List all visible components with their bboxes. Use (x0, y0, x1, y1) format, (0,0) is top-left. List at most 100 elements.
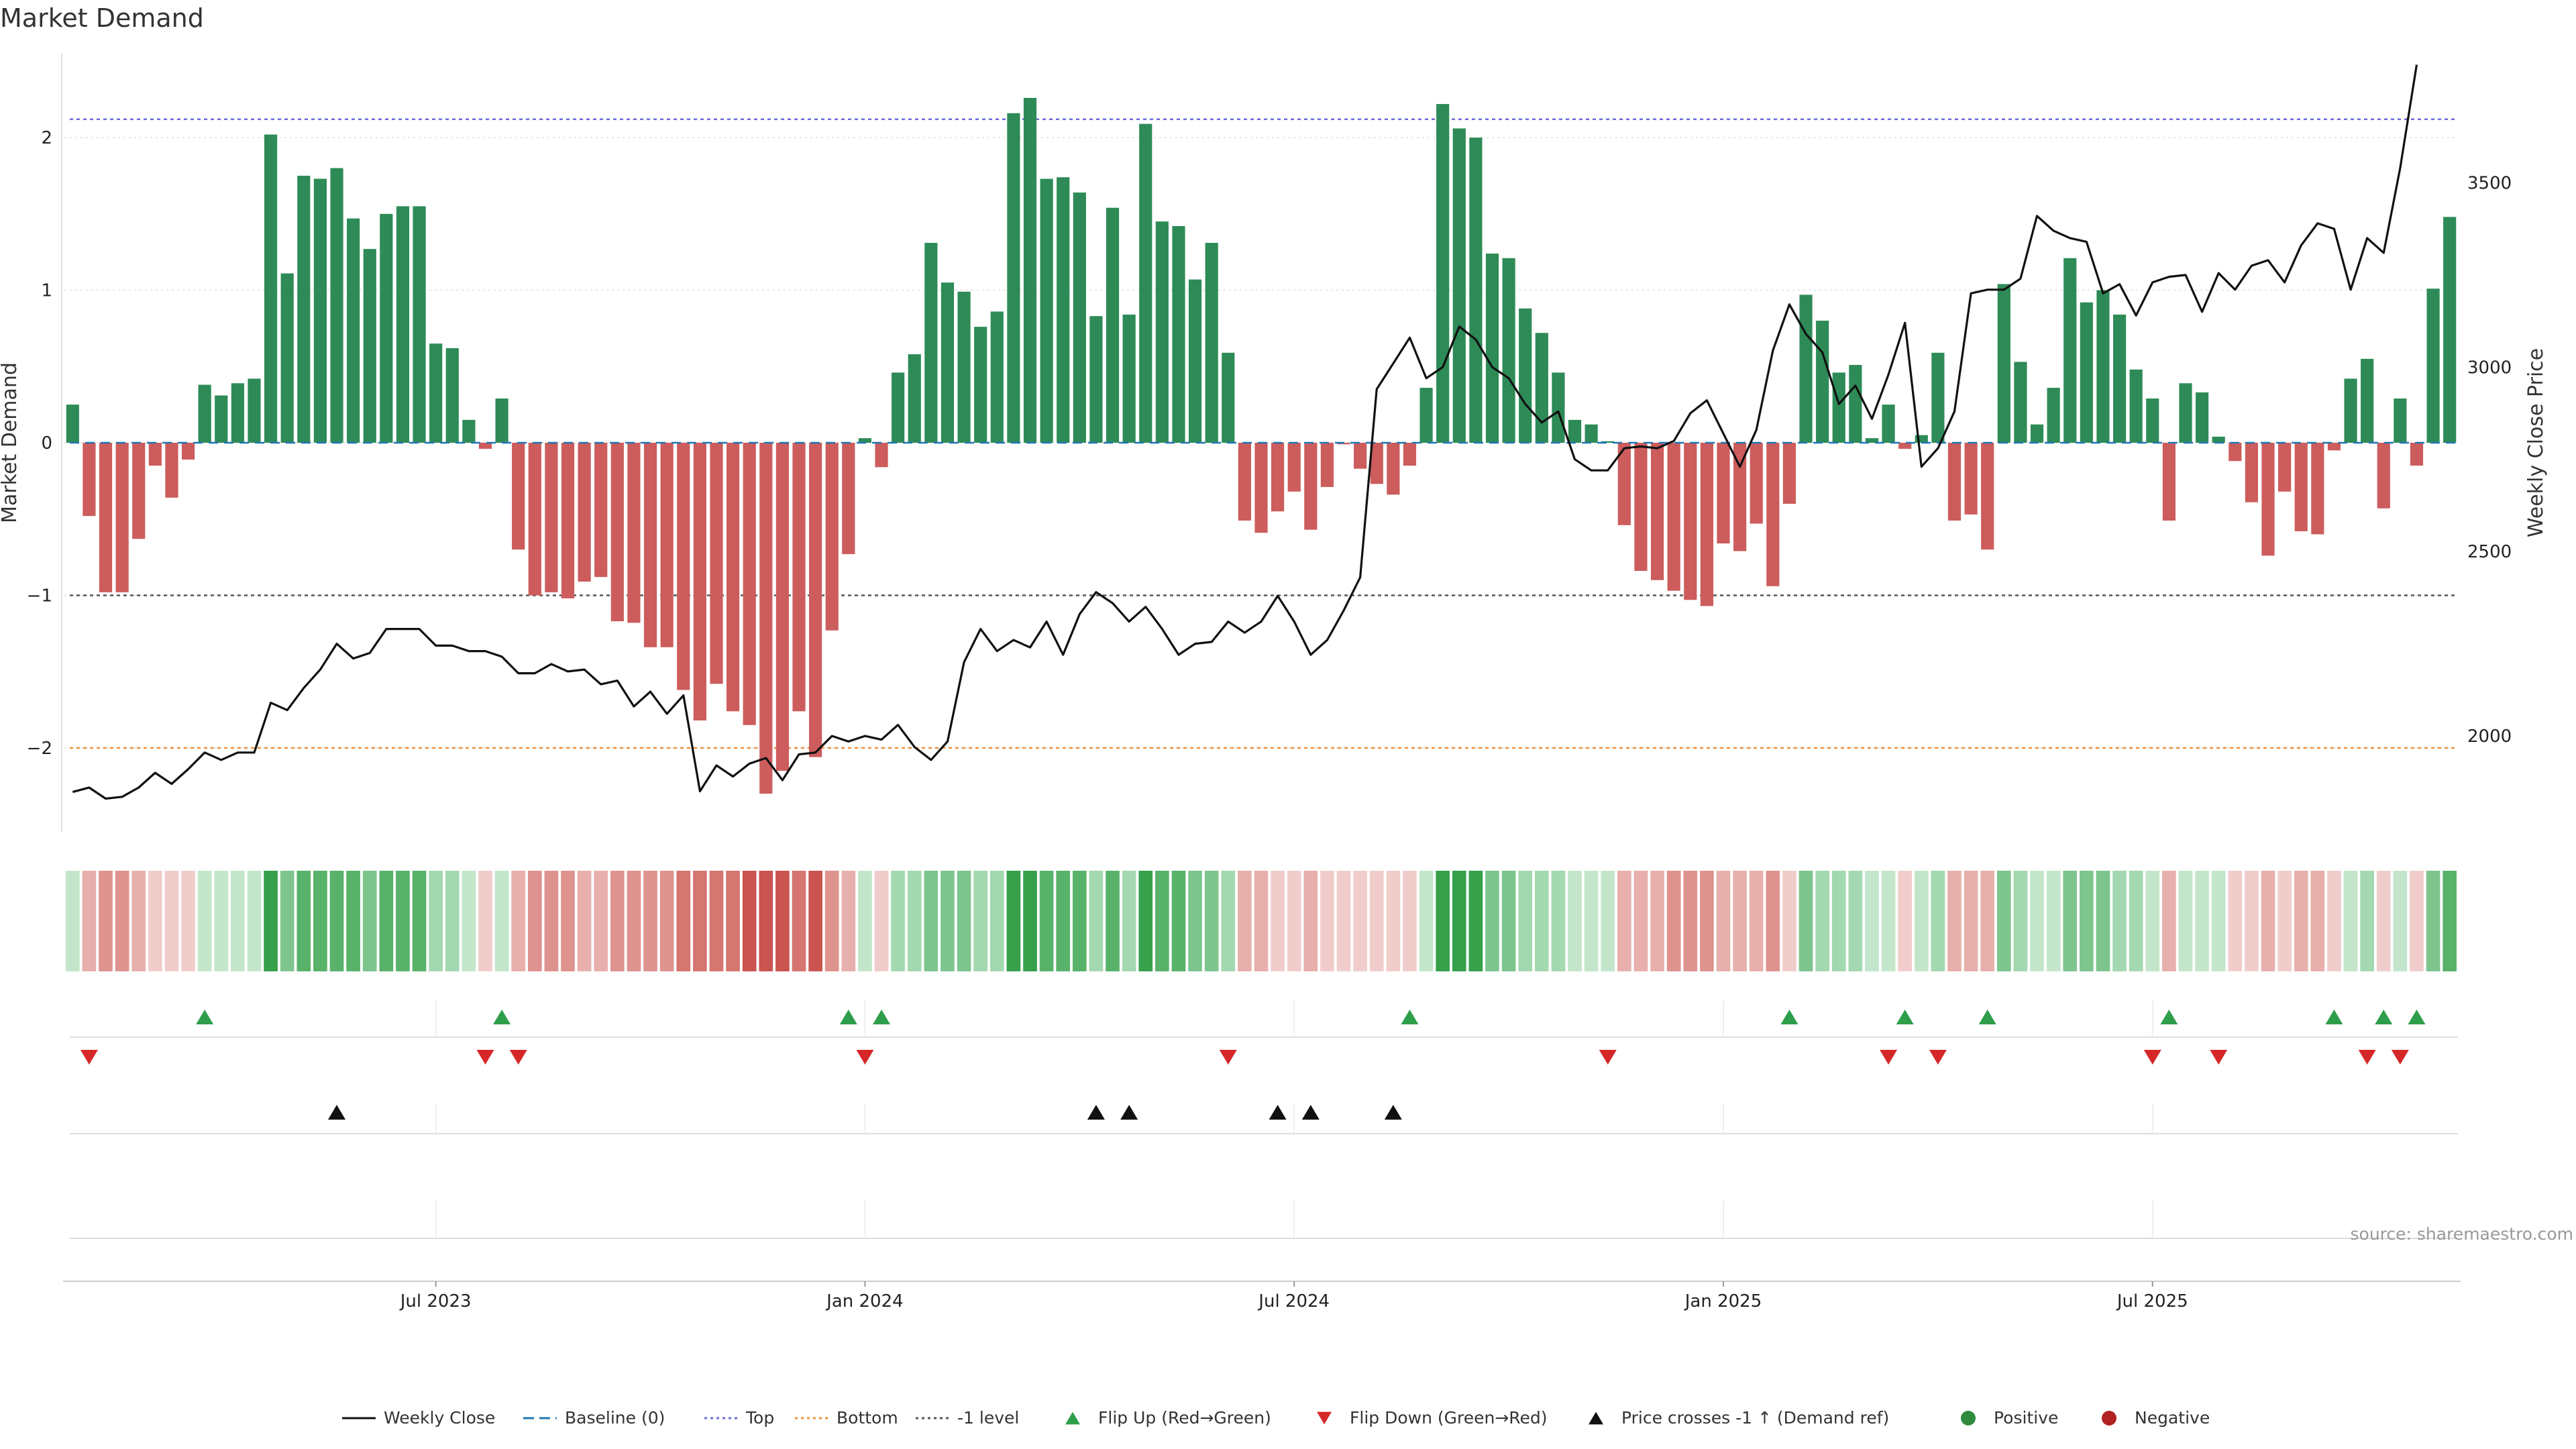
sentiment-cell (1039, 871, 1054, 971)
sentiment-cell (1403, 871, 1417, 971)
flip-down-marker (1599, 1049, 1617, 1065)
demand-bar (1057, 177, 1070, 443)
demand-bar (627, 443, 641, 623)
sentiment-cell (1287, 871, 1301, 971)
sentiment-cell (2393, 871, 2408, 971)
sentiment-cell (1254, 871, 1269, 971)
sentiment-cell (1303, 871, 1318, 971)
sentiment-cell (297, 871, 311, 971)
demand-bar (330, 168, 343, 443)
demand-bar (990, 311, 1004, 443)
sentiment-cell (1881, 871, 1896, 971)
sentiment-cell (1534, 871, 1549, 971)
chart-title: Market Demand (0, 3, 204, 33)
legend-item-1-level: -1 level (916, 1408, 1019, 1428)
demand-bar (2278, 443, 2292, 492)
price-cross-marker (328, 1104, 346, 1120)
x-tick-label: Jan 2025 (1684, 1291, 1762, 1311)
legend-label: Bottom (837, 1408, 898, 1428)
sentiment-cell (907, 871, 922, 971)
sentiment-cell (2178, 871, 2193, 971)
sentiment-cell (1106, 871, 1120, 971)
demand-bar (1650, 443, 1664, 580)
demand-bar (875, 443, 888, 468)
demand-bar (1254, 443, 1268, 533)
event-marker-rows (70, 1001, 2458, 1239)
sentiment-cell (429, 871, 443, 971)
demand-bar (2080, 302, 2093, 443)
sentiment-cell (709, 871, 724, 971)
demand-bar (83, 443, 96, 517)
demand-bar (1287, 443, 1301, 492)
sentiment-cell (362, 871, 377, 971)
left-tick-label: −2 (27, 739, 52, 759)
left-tick-label: 2 (41, 128, 52, 148)
demand-bar (380, 213, 393, 443)
flip-down-marker (2391, 1049, 2409, 1065)
sentiment-cell (1056, 871, 1071, 971)
sentiment-cell (2443, 871, 2457, 971)
demand-bar (1205, 243, 1218, 443)
left-axis-title: Market Demand (0, 362, 21, 523)
demand-bar (1023, 97, 1037, 443)
demand-bar (132, 443, 146, 539)
demand-bar (1816, 321, 1829, 443)
legend-item-baseline-0: Baseline (0) (523, 1408, 665, 1428)
sentiment-cell (1980, 871, 1995, 971)
demand-bar (165, 443, 178, 498)
demand-bar (1733, 443, 1747, 551)
legend-swatch (1065, 1411, 1080, 1425)
sentiment-cell (561, 871, 575, 971)
demand-bar (478, 443, 492, 449)
demand-bar (1469, 138, 1483, 443)
demand-bar (1667, 443, 1680, 591)
sentiment-cell (346, 871, 360, 971)
sentiment-cell (759, 871, 773, 971)
demand-bar (1997, 284, 2010, 443)
flip-up-marker (1401, 1009, 1419, 1025)
demand-bar (1452, 128, 1466, 443)
sentiment-cell (627, 871, 641, 971)
sentiment-cell (1831, 871, 1846, 971)
sentiment-cell (1914, 871, 1929, 971)
demand-bar (1304, 443, 1318, 530)
sentiment-cell (99, 871, 113, 971)
sentiment-cell (775, 871, 790, 971)
demand-bar (1750, 443, 1763, 524)
x-tick-label: Jan 2024 (825, 1291, 904, 1311)
demand-bar (710, 443, 723, 684)
demand-bar (1882, 405, 1895, 443)
legend-item-top: Top (704, 1408, 774, 1428)
demand-bar (1172, 226, 1185, 443)
sentiment-cell (1436, 871, 1450, 971)
demand-bar (1634, 443, 1648, 572)
sentiment-cell (115, 871, 129, 971)
right-axis-title: Weekly Close Price (2524, 348, 2548, 537)
demand-bar (2426, 288, 2440, 443)
source-label: source: sharemaestro.com (2351, 1224, 2574, 1244)
sentiment-cell (1633, 871, 1648, 971)
legend-item-negative: Negative (2102, 1408, 2210, 1428)
flip-up-marker (873, 1009, 891, 1025)
price-cross-marker (1301, 1104, 1320, 1120)
demand-bar (561, 443, 575, 598)
sentiment-cell (2046, 871, 2061, 971)
demand-bar (1089, 316, 1103, 443)
sentiment-cell (2310, 871, 2325, 971)
sentiment-cell (2327, 871, 2341, 971)
demand-bar (2377, 443, 2390, 508)
legend-swatch (1589, 1411, 1603, 1425)
flip-down-marker (1880, 1049, 1898, 1065)
sentiment-cell (676, 871, 691, 971)
sentiment-cell (1204, 871, 1219, 971)
flip-up-marker (1978, 1009, 1996, 1025)
sentiment-cell (1666, 871, 1681, 971)
sentiment-cell (1733, 871, 1747, 971)
sentiment-cell (1122, 871, 1136, 971)
demand-bar (1617, 443, 1631, 525)
sentiment-cell (1931, 871, 1945, 971)
demand-bar (1139, 123, 1152, 443)
sentiment-cell (792, 871, 806, 971)
sentiment-cell (1271, 871, 1285, 971)
demand-bar (1271, 443, 1285, 512)
